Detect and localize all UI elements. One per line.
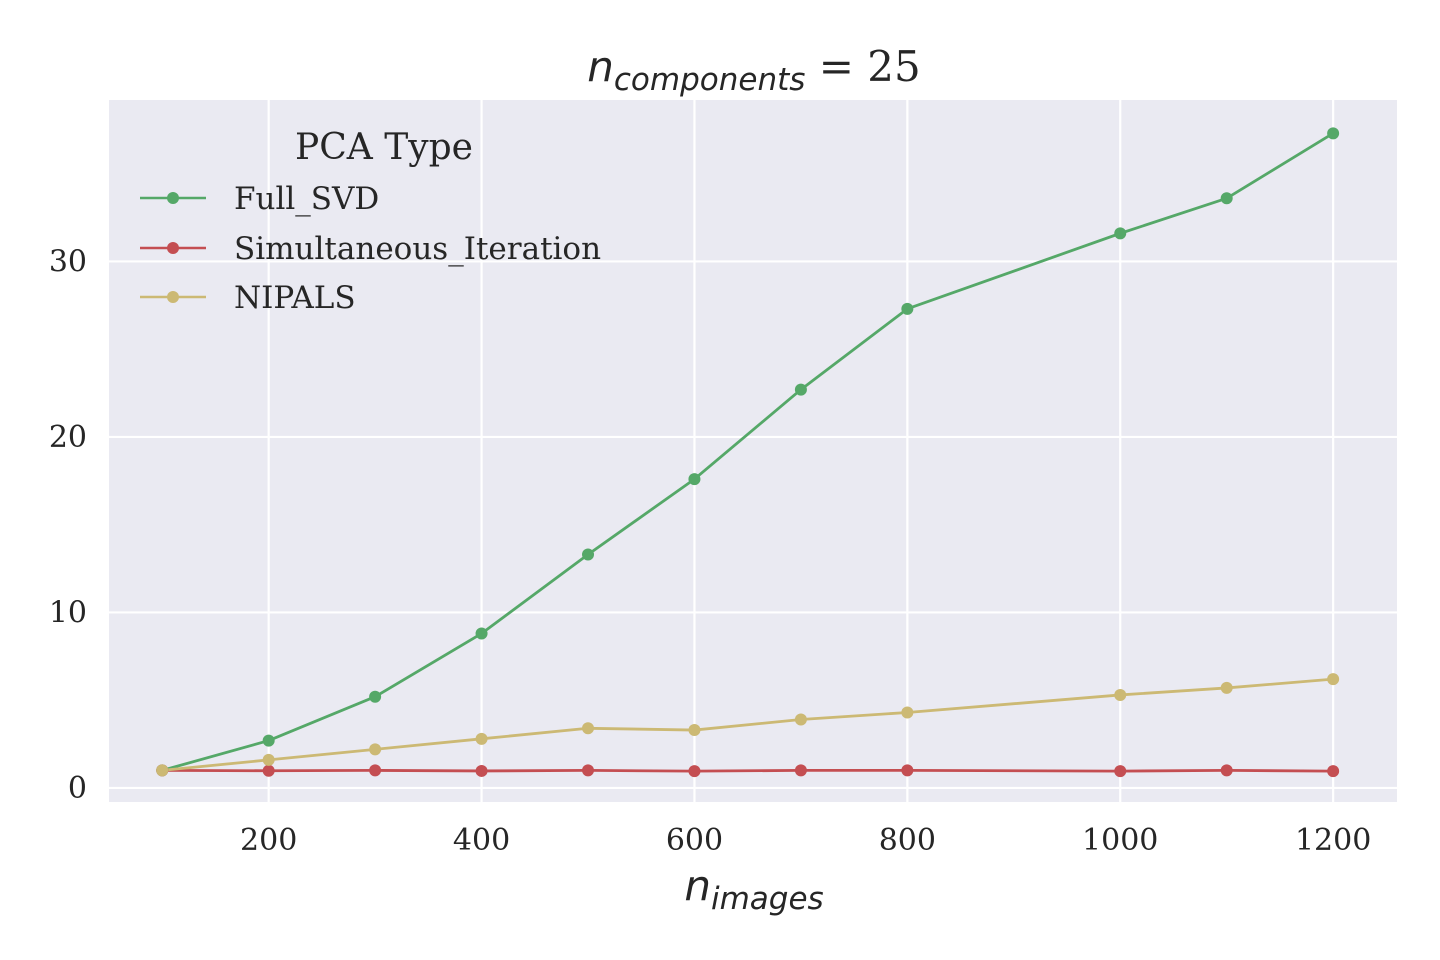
- title-subscript: components: [614, 62, 806, 98]
- legend: PCA Type Full_SVD Simultaneous_Iteration…: [140, 127, 601, 316]
- data-point-nipals-6: [794, 713, 807, 726]
- legend-label-nipals: NIPALS: [234, 280, 356, 316]
- data-point-full-svd-9: [1220, 192, 1233, 205]
- data-point-simultaneous-iteration-9: [1220, 764, 1233, 777]
- legend-marker-full-svd: [167, 192, 179, 204]
- data-point-full-svd-7: [901, 302, 914, 315]
- data-point-nipals-2: [369, 743, 382, 756]
- series-points: [156, 127, 1340, 778]
- legend-entry-nipals: NIPALS: [140, 280, 356, 316]
- data-point-simultaneous-iteration-1: [262, 764, 275, 777]
- legend-marker-simultaneous-iteration: [167, 242, 179, 254]
- legend-title: PCA Type: [295, 127, 473, 168]
- x-tick-label-5: 1200: [1295, 823, 1371, 858]
- data-point-full-svd-5: [688, 473, 701, 486]
- data-point-full-svd-3: [475, 627, 488, 640]
- data-point-full-svd-6: [794, 383, 807, 396]
- plot-area-background: [109, 100, 1397, 802]
- data-point-simultaneous-iteration-5: [688, 765, 701, 778]
- legend-label-simultaneous-iteration: Simultaneous_Iteration: [234, 231, 601, 267]
- legend-marker-nipals: [167, 291, 179, 303]
- data-point-nipals-3: [475, 732, 488, 745]
- y-tick-label-3: 30: [49, 244, 87, 279]
- series-line-simultaneous-iteration: [160, 769, 1335, 773]
- y-tick-label-1: 10: [49, 595, 87, 630]
- title-rest: = 25: [805, 42, 920, 91]
- x-tick-label-0: 200: [240, 823, 297, 858]
- data-point-full-svd-10: [1327, 127, 1340, 140]
- x-axis-label: nimages: [684, 861, 823, 917]
- data-point-nipals-5: [688, 724, 701, 737]
- data-point-full-svd-8: [1114, 227, 1127, 240]
- data-point-nipals-7: [901, 706, 914, 719]
- data-point-nipals-1: [262, 753, 275, 766]
- data-point-full-svd-1: [262, 734, 275, 747]
- data-point-nipals-10: [1327, 673, 1340, 686]
- data-point-simultaneous-iteration-2: [369, 764, 382, 777]
- x-axis-main-symbol: n: [684, 861, 711, 910]
- data-point-simultaneous-iteration-4: [582, 764, 595, 777]
- data-point-nipals-8: [1114, 688, 1127, 701]
- data-point-simultaneous-iteration-8: [1114, 765, 1127, 778]
- x-tick-label-3: 800: [879, 823, 936, 858]
- y-tick-label-2: 20: [49, 420, 87, 455]
- legend-label-full-svd: Full_SVD: [234, 181, 379, 217]
- chart-title: ncomponents = 25: [587, 42, 921, 98]
- data-point-simultaneous-iteration-3: [475, 764, 488, 777]
- title-main-symbol: n: [587, 42, 614, 91]
- x-tick-label-1: 400: [453, 823, 510, 858]
- data-point-simultaneous-iteration-6: [794, 764, 807, 777]
- data-point-nipals-0: [156, 764, 169, 777]
- data-point-simultaneous-iteration-7: [901, 764, 914, 777]
- tick-labels: 200 400 600 800 1000 1200 0 10 20 30: [49, 244, 1371, 858]
- grid-lines: [109, 100, 1397, 802]
- legend-entry-simultaneous-iteration: Simultaneous_Iteration: [140, 231, 601, 267]
- x-axis-subscript: images: [711, 881, 824, 917]
- data-point-nipals-4: [582, 722, 595, 735]
- y-tick-label-0: 0: [68, 771, 87, 806]
- legend-entry-full-svd: Full_SVD: [140, 181, 379, 217]
- x-tick-label-2: 600: [666, 823, 723, 858]
- data-point-full-svd-4: [582, 548, 595, 561]
- data-point-nipals-9: [1220, 681, 1233, 694]
- data-point-simultaneous-iteration-10: [1327, 765, 1340, 778]
- data-point-full-svd-2: [369, 690, 382, 703]
- x-tick-label-4: 1000: [1082, 823, 1158, 858]
